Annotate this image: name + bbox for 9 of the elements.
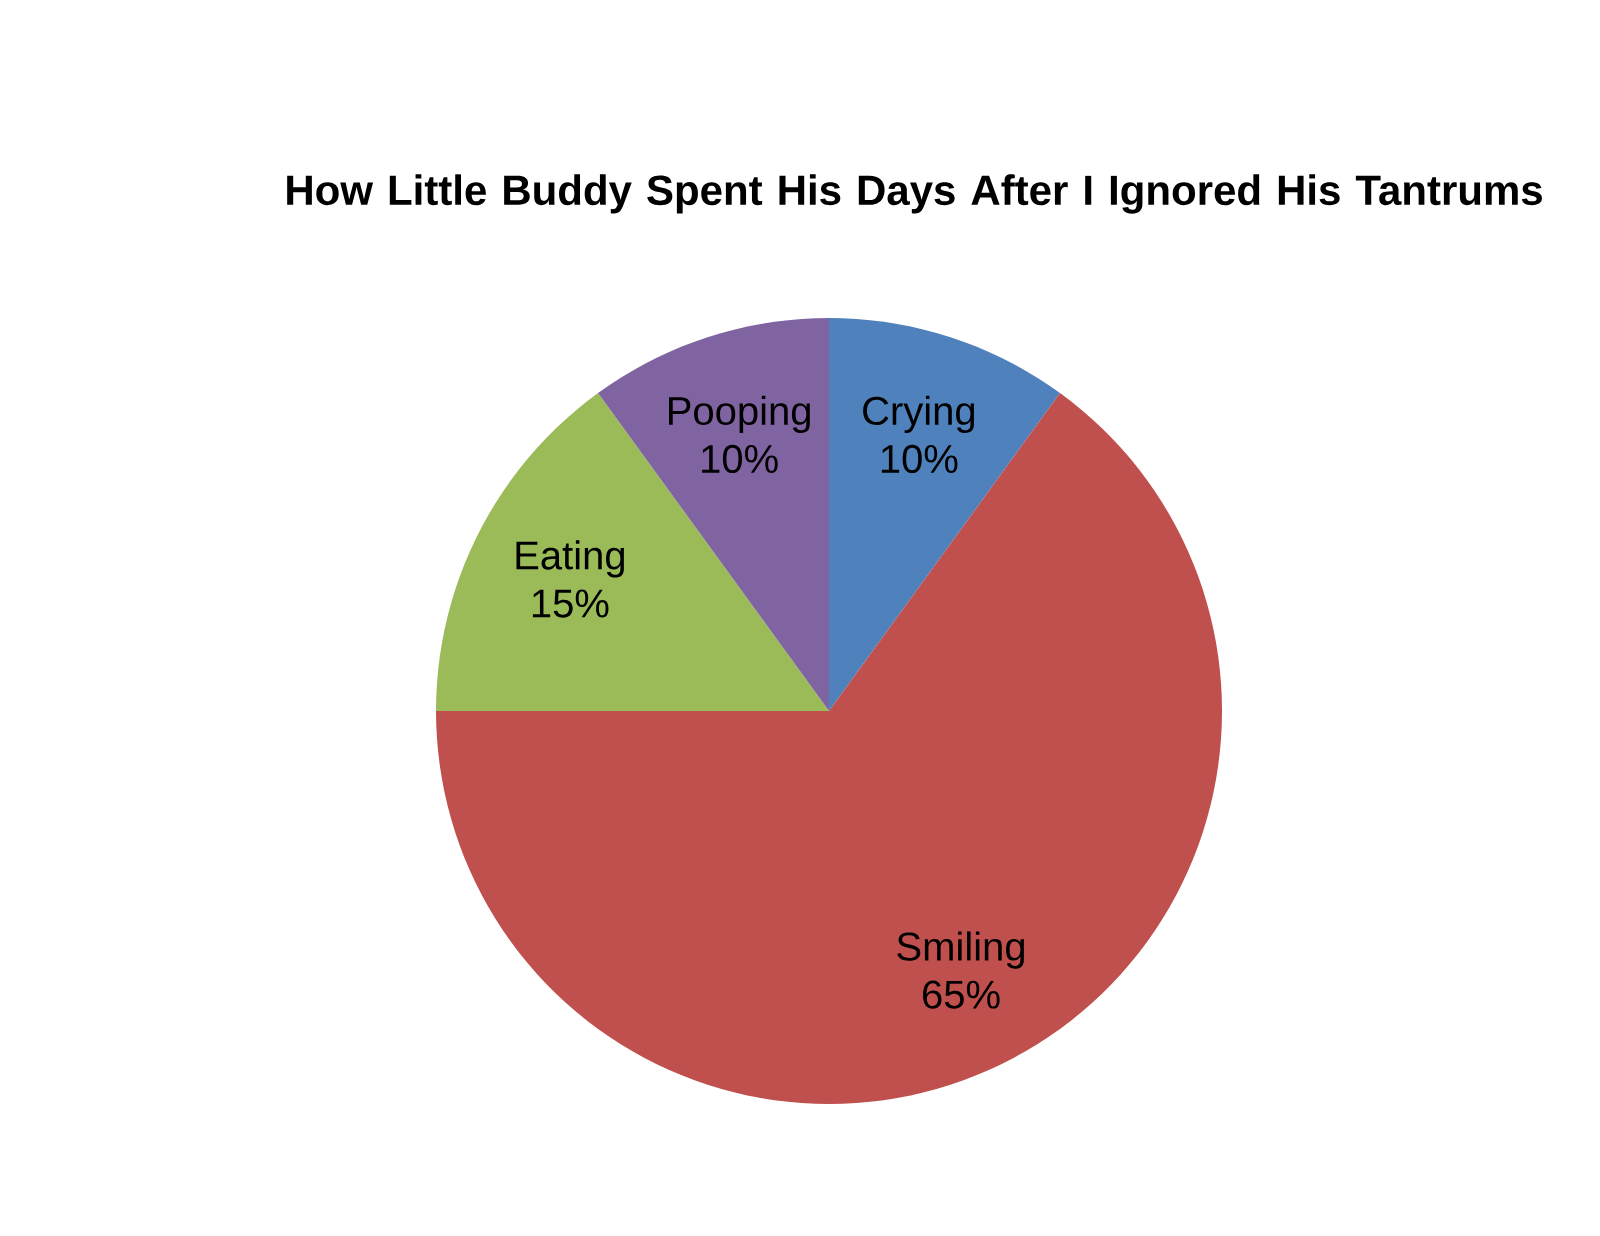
data-label: 65% (923, 980, 1000, 1009)
slice-label: Pooping (669, 395, 810, 434)
slice-label: Eating (516, 540, 625, 578)
data-label: 15% (532, 589, 609, 618)
data-label: 10% (881, 444, 958, 474)
slice-label: Smiling (897, 931, 1025, 969)
data-label: 10% (702, 444, 778, 474)
slice-label: Crying (863, 395, 975, 434)
chart-title: How Little Buddy Spent His Days After I Ignored His Tantrums (287, 174, 1542, 214)
